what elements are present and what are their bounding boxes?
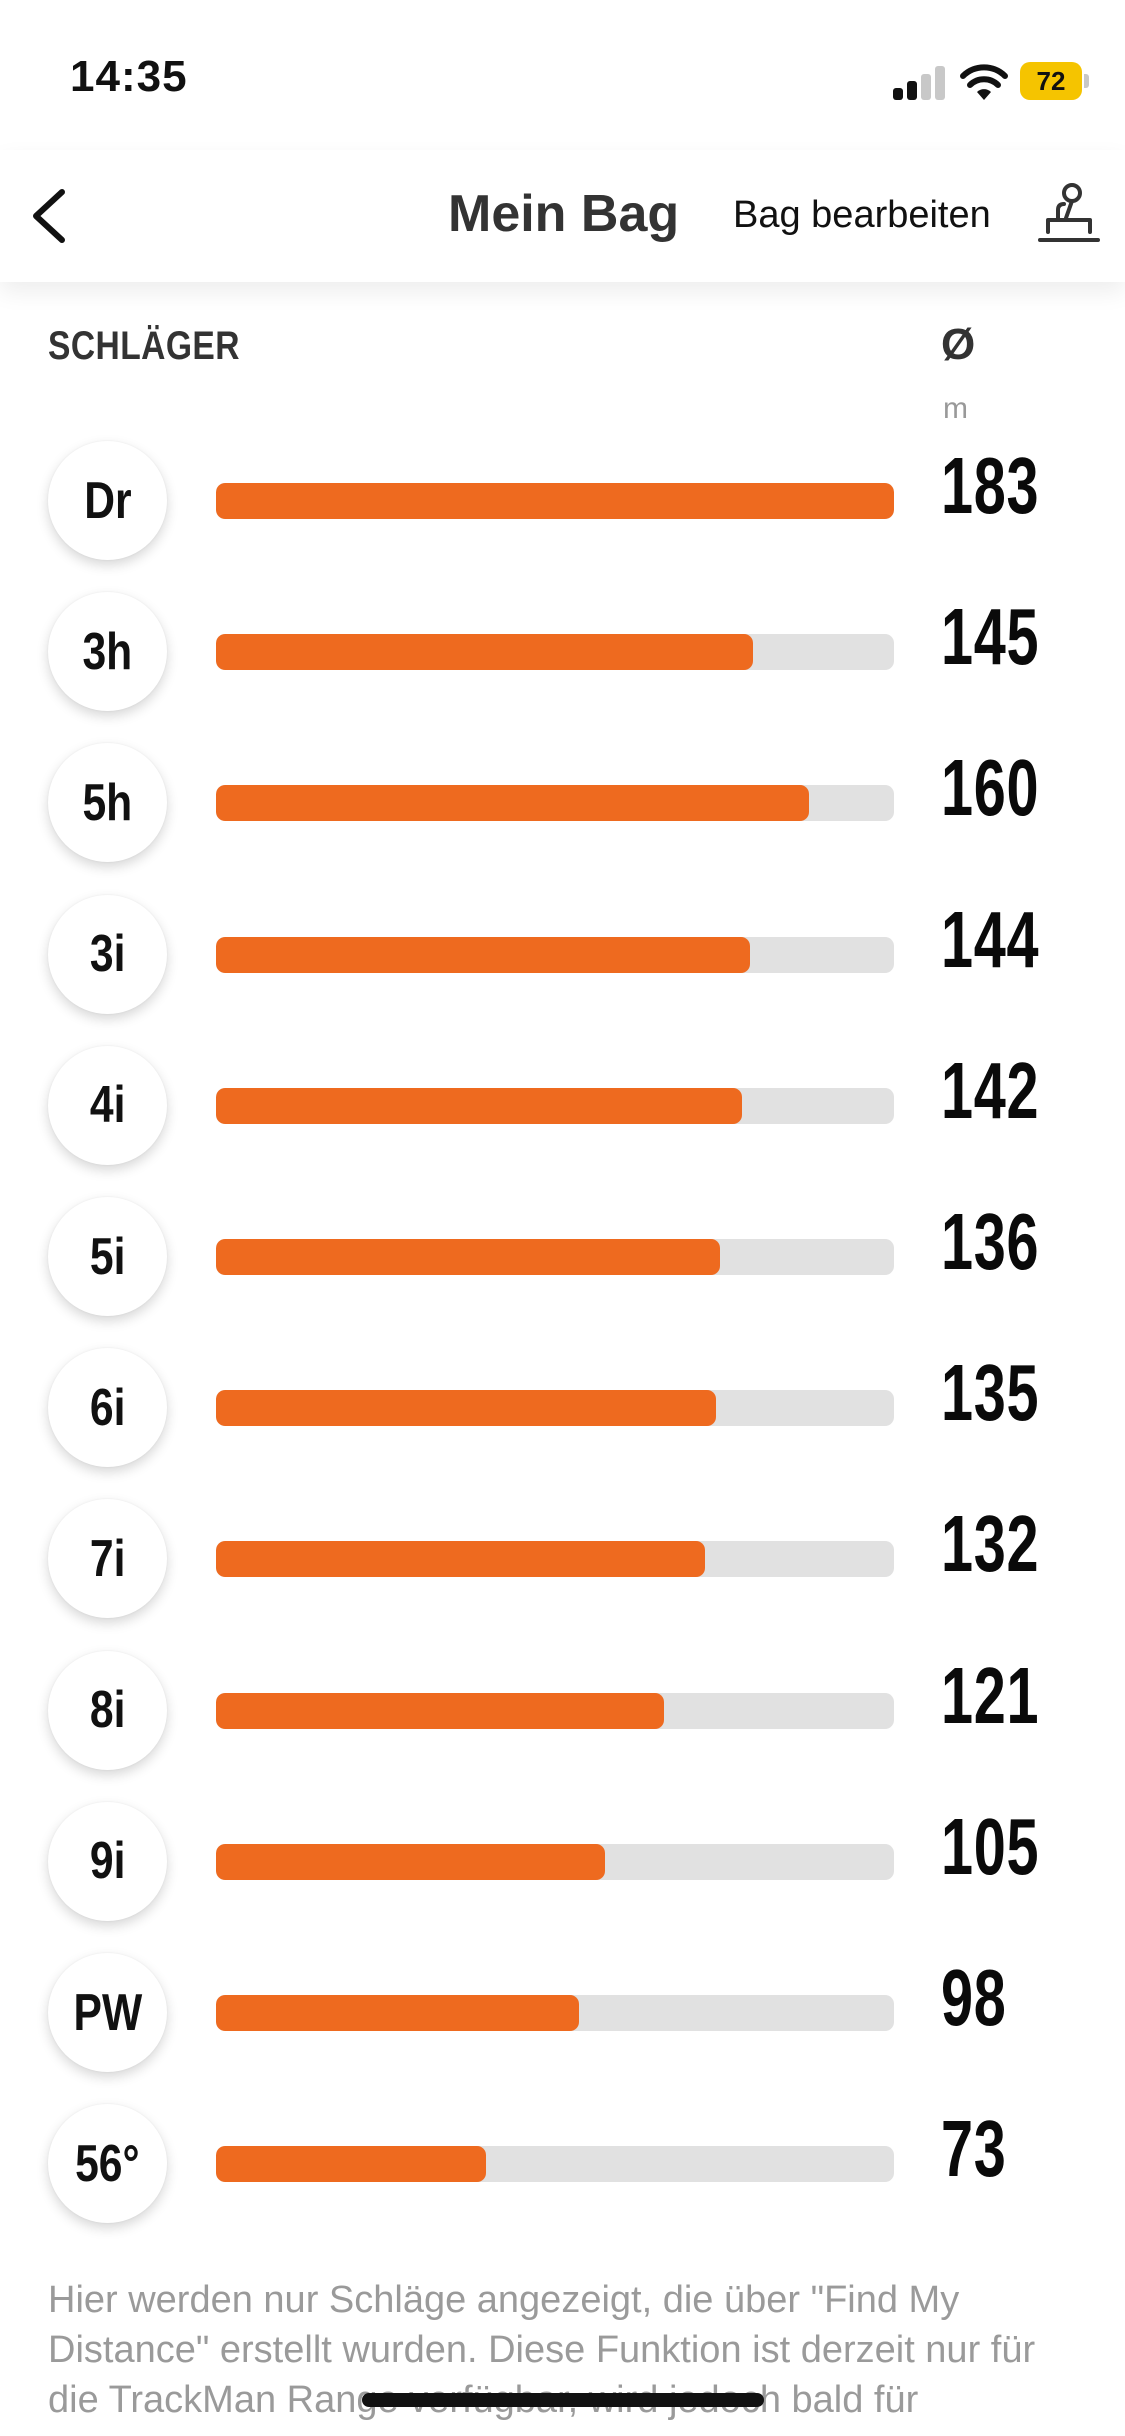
back-chevron-icon[interactable]	[22, 184, 82, 248]
wifi-icon	[960, 64, 1008, 100]
club-badge: 4i	[48, 1045, 167, 1165]
status-time: 14:35	[70, 52, 188, 101]
club-row[interactable]: 56° 73	[0, 2089, 1125, 2240]
club-row[interactable]: 3h 145	[0, 577, 1125, 728]
club-row[interactable]: 7i 132	[0, 1484, 1125, 1635]
club-badge: 56°	[48, 2104, 167, 2224]
distance-bar-fill	[216, 1692, 665, 1729]
average-distance: 135	[941, 1348, 1040, 1438]
average-distance: 144	[941, 894, 1040, 984]
club-row[interactable]: 6i 135	[0, 1333, 1125, 1484]
club-label: 56°	[75, 2134, 140, 2193]
average-distance: 73	[941, 2104, 1007, 2194]
bag-list: SCHLÄGER Ø m Dr 183 3h 145 5h 160 3i 144 4i 142 5i…	[0, 282, 1125, 2436]
club-label: 7i	[89, 1529, 126, 1588]
club-label: 5i	[89, 1227, 126, 1286]
distance-bar-fill	[216, 2146, 487, 2183]
club-label: PW	[73, 1983, 142, 2042]
distance-bar-fill	[216, 1541, 706, 1578]
club-row[interactable]: Dr 183	[0, 426, 1125, 577]
club-badge: 5i	[48, 1197, 167, 1316]
club-label: 4i	[89, 1076, 126, 1135]
clubs-column-header: SCHLÄGER	[48, 324, 240, 368]
club-row[interactable]: 5h 160	[0, 728, 1125, 879]
distance-bar-fill	[216, 936, 750, 973]
club-badge: Dr	[48, 441, 167, 560]
average-column-header: Ø	[941, 320, 976, 369]
average-distance: 145	[941, 592, 1040, 682]
distance-bar-fill	[216, 483, 894, 519]
distance-bar-fill	[216, 785, 809, 822]
club-badge: 3i	[48, 894, 167, 1014]
distance-bar-track	[216, 1692, 894, 1729]
average-distance: 160	[941, 743, 1040, 833]
average-distance: 136	[941, 1197, 1040, 1286]
club-label: 6i	[89, 1378, 126, 1437]
distance-bar-fill	[216, 634, 754, 671]
club-row[interactable]: PW 98	[0, 1938, 1125, 2089]
distance-bar-track	[216, 1087, 894, 1124]
signal-icon	[893, 66, 947, 100]
page-title: Mein Bag	[448, 185, 680, 243]
club-badge: 6i	[48, 1348, 167, 1468]
club-badge: 8i	[48, 1650, 167, 1770]
distance-bar-track	[216, 785, 894, 822]
distance-bar-fill	[216, 1239, 720, 1275]
distance-bar-track	[216, 1995, 894, 2031]
distance-bar-track	[216, 2146, 894, 2183]
average-distance: 142	[941, 1045, 1040, 1135]
footnote-text: Hier werden nur Schläge angezeigt, die ü…	[48, 2279, 1036, 2421]
distance-bar-track	[216, 1239, 894, 1275]
average-distance: 98	[941, 1953, 1007, 2042]
distance-bar-track	[216, 936, 894, 973]
distance-bar-track	[216, 1390, 894, 1427]
club-row[interactable]: 8i 121	[0, 1636, 1125, 1787]
club-row[interactable]: 4i 142	[0, 1031, 1125, 1182]
edit-bag-button[interactable]: Bag bearbeiten	[733, 194, 991, 236]
distance-bar-fill	[216, 1995, 580, 2031]
club-label: 3h	[82, 622, 133, 681]
average-distance: 121	[941, 1650, 1040, 1740]
club-row[interactable]: 3i 144	[0, 880, 1125, 1031]
distance-bar-track	[216, 1843, 894, 1880]
club-row[interactable]: 5i 136	[0, 1182, 1125, 1333]
club-label: 5h	[82, 773, 133, 832]
club-badge: 3h	[48, 592, 167, 712]
distance-bar-track	[216, 1541, 894, 1578]
golfer-icon[interactable]	[1036, 180, 1102, 246]
club-label: 3i	[89, 925, 126, 984]
club-label: 8i	[89, 1681, 126, 1740]
distance-bar-track	[216, 634, 894, 671]
club-badge: 7i	[48, 1499, 167, 1619]
club-badge: 5h	[48, 743, 167, 863]
unit-label: m	[943, 392, 968, 425]
battery-level: 72	[1020, 62, 1082, 100]
distance-bar-fill	[216, 1843, 606, 1880]
nav-bar: Mein Bag Bag bearbeiten	[0, 150, 1125, 282]
club-label: Dr	[83, 471, 132, 530]
home-indicator	[362, 2393, 764, 2407]
average-distance: 132	[941, 1499, 1040, 1589]
club-badge: PW	[48, 1953, 167, 2072]
distance-bar-fill	[216, 1390, 717, 1427]
club-badge: 9i	[48, 1801, 167, 1921]
average-distance: 105	[941, 1801, 1040, 1891]
status-bar: 14:35 72	[0, 0, 1125, 150]
distance-bar-track	[216, 483, 894, 519]
average-distance: 183	[941, 441, 1040, 530]
distance-bar-fill	[216, 1087, 743, 1124]
club-label: 9i	[89, 1832, 126, 1891]
battery-icon: 72	[1020, 62, 1090, 100]
club-row[interactable]: 9i 105	[0, 1787, 1125, 1938]
